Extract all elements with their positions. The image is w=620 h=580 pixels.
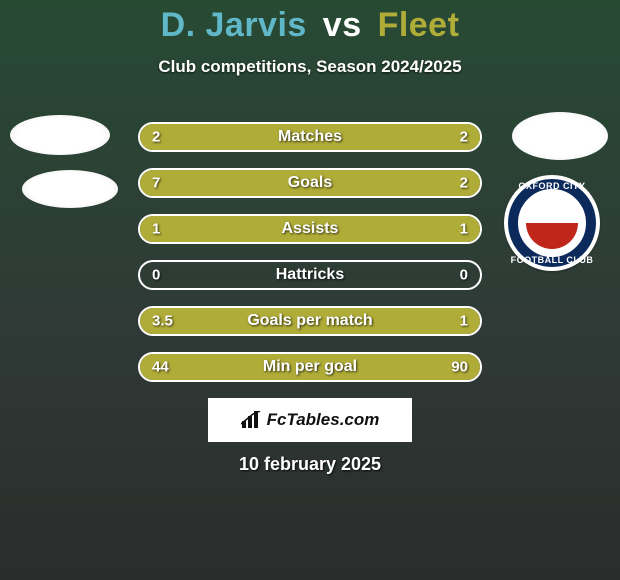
right-club-crest: OXFORD CITY FOOTBALL CLUB — [504, 175, 600, 271]
infographic-root: D. Jarvis vs Fleet Club competitions, Se… — [0, 0, 620, 580]
subtitle: Club competitions, Season 2024/2025 — [0, 57, 620, 77]
stat-label: Goals per match — [140, 312, 480, 330]
stat-label: Matches — [140, 128, 480, 146]
stat-row: 00Hattricks — [138, 260, 482, 290]
title-vs: vs — [323, 6, 362, 44]
stat-row: 3.51Goals per match — [138, 306, 482, 336]
stat-label: Min per goal — [140, 358, 480, 376]
right-player-avatar-placeholder — [512, 112, 608, 160]
stats-bars: 22Matches 72Goals 11Assists 00Hattricks 3.51… — [138, 122, 482, 382]
title-left-name: D. Jarvis — [161, 6, 307, 44]
stat-row: 72Goals — [138, 168, 482, 198]
crest-inner — [526, 197, 578, 249]
crest-text-top: OXFORD CITY — [504, 181, 600, 191]
title-right-name: Fleet — [378, 6, 460, 44]
brand-badge: FcTables.com — [208, 398, 412, 442]
stat-row: 22Matches — [138, 122, 482, 152]
brand-text: FcTables.com — [267, 410, 380, 430]
stat-label: Assists — [140, 220, 480, 238]
stat-row: 11Assists — [138, 214, 482, 244]
page-title: D. Jarvis vs Fleet — [0, 6, 620, 45]
stat-row: 4490Min per goal — [138, 352, 482, 382]
stat-label: Hattricks — [140, 266, 480, 284]
left-player-avatar-placeholder — [10, 115, 110, 155]
crest-text-bottom: FOOTBALL CLUB — [504, 255, 600, 265]
left-club-crest-placeholder — [22, 170, 118, 208]
date-text: 10 february 2025 — [0, 454, 620, 475]
stat-label: Goals — [140, 174, 480, 192]
chart-icon — [241, 411, 261, 429]
